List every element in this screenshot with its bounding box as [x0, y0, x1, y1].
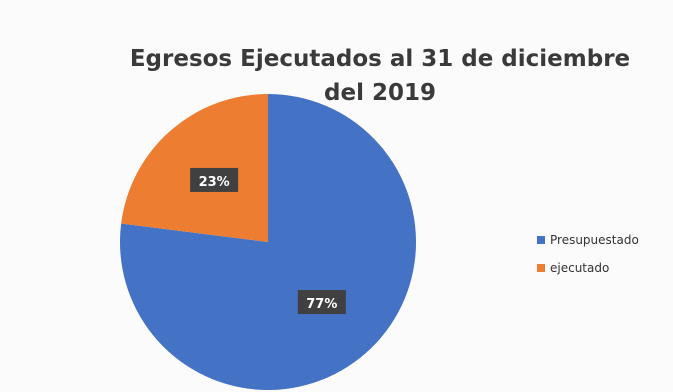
data-label-ejecutado: 23%: [190, 167, 239, 192]
legend-item-ejecutado: ejecutado: [537, 254, 639, 282]
chart-title-line2: del 2019: [324, 80, 436, 106]
legend-swatch-ejecutado: [537, 264, 545, 272]
data-label-presupuestado: 77%: [297, 290, 346, 315]
data-label-box: [297, 290, 346, 315]
chart-legend: Presupuestado ejecutado: [537, 226, 639, 282]
legend-swatch-presupuestado: [537, 236, 545, 244]
chart-title-line1: Egresos Ejecutados al 31 de diciembre: [129, 46, 631, 72]
data-label-text: 77%: [306, 297, 337, 312]
data-label-box: [190, 167, 239, 192]
legend-label-presupuestado: Presupuestado: [550, 233, 639, 247]
data-label-text: 23%: [199, 175, 230, 190]
legend-item-presupuestado: Presupuestado: [537, 226, 639, 254]
chart-title: Egresos Ejecutados al 31 de diciembre de…: [0, 42, 673, 110]
legend-label-ejecutado: ejecutado: [550, 261, 610, 275]
